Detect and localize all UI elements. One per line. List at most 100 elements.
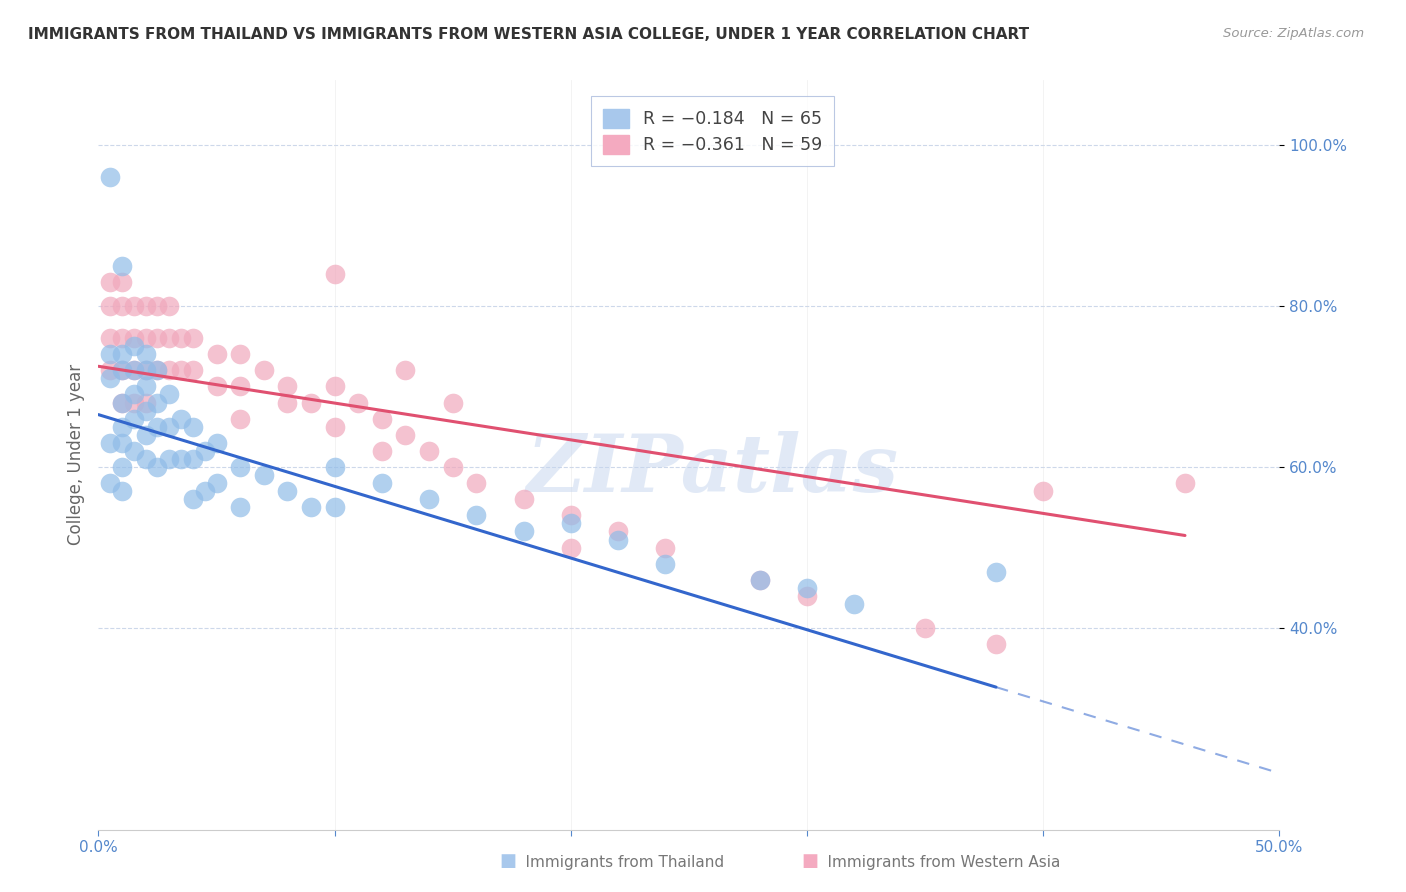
Point bbox=[654, 557, 676, 571]
Point bbox=[229, 411, 252, 425]
Point bbox=[299, 500, 322, 515]
Point bbox=[229, 347, 252, 361]
Point bbox=[122, 443, 145, 458]
Point bbox=[371, 476, 394, 491]
Point bbox=[229, 379, 252, 393]
Point bbox=[170, 452, 193, 467]
Point bbox=[111, 331, 134, 345]
Point bbox=[323, 379, 346, 393]
Point bbox=[276, 484, 298, 499]
Point bbox=[135, 395, 157, 409]
Point bbox=[98, 299, 121, 313]
Point bbox=[111, 363, 134, 377]
Point bbox=[984, 565, 1007, 579]
Point bbox=[276, 379, 298, 393]
Point bbox=[111, 347, 134, 361]
Point bbox=[441, 395, 464, 409]
Point bbox=[98, 347, 121, 361]
Point bbox=[111, 299, 134, 313]
Point bbox=[135, 379, 157, 393]
Point bbox=[157, 452, 180, 467]
Point bbox=[371, 411, 394, 425]
Point bbox=[135, 363, 157, 377]
Point bbox=[122, 331, 145, 345]
Point bbox=[181, 363, 204, 377]
Point bbox=[418, 443, 440, 458]
Point bbox=[323, 267, 346, 281]
Point bbox=[394, 427, 416, 442]
Point bbox=[253, 468, 276, 483]
Point bbox=[181, 419, 204, 434]
Point bbox=[205, 435, 228, 450]
Point bbox=[607, 533, 630, 547]
Point bbox=[157, 419, 180, 434]
Point bbox=[111, 363, 134, 377]
Point bbox=[170, 411, 193, 425]
Point bbox=[111, 419, 134, 434]
Point bbox=[347, 395, 370, 409]
Point bbox=[98, 331, 121, 345]
Point bbox=[560, 508, 582, 523]
Point bbox=[323, 460, 346, 475]
Text: Source: ZipAtlas.com: Source: ZipAtlas.com bbox=[1223, 27, 1364, 40]
Point bbox=[98, 371, 121, 385]
Point bbox=[146, 299, 169, 313]
Point bbox=[323, 419, 346, 434]
Point bbox=[122, 411, 145, 425]
Point bbox=[111, 275, 134, 289]
Point bbox=[205, 347, 228, 361]
Point bbox=[1174, 476, 1197, 491]
Point bbox=[1032, 484, 1054, 499]
Point bbox=[181, 452, 204, 467]
Legend: R = −0.184   N = 65, R = −0.361   N = 59: R = −0.184 N = 65, R = −0.361 N = 59 bbox=[591, 96, 834, 166]
Y-axis label: College, Under 1 year: College, Under 1 year bbox=[66, 364, 84, 546]
Point bbox=[146, 363, 169, 377]
Point bbox=[157, 299, 180, 313]
Point bbox=[607, 524, 630, 539]
Point bbox=[98, 476, 121, 491]
Point bbox=[135, 427, 157, 442]
Point bbox=[229, 500, 252, 515]
Point bbox=[135, 347, 157, 361]
Point bbox=[465, 476, 488, 491]
Point bbox=[122, 339, 145, 353]
Point bbox=[205, 379, 228, 393]
Point bbox=[512, 524, 534, 539]
Point bbox=[111, 395, 134, 409]
Point bbox=[253, 363, 276, 377]
Point bbox=[98, 169, 121, 184]
Point bbox=[111, 435, 134, 450]
Point bbox=[394, 363, 416, 377]
Point bbox=[135, 403, 157, 417]
Point bbox=[205, 476, 228, 491]
Point bbox=[748, 573, 770, 587]
Point bbox=[146, 460, 169, 475]
Text: Immigrants from Thailand: Immigrants from Thailand bbox=[506, 855, 724, 870]
Point bbox=[560, 541, 582, 555]
Point bbox=[98, 363, 121, 377]
Text: Immigrants from Western Asia: Immigrants from Western Asia bbox=[808, 855, 1060, 870]
Point bbox=[465, 508, 488, 523]
Point bbox=[914, 621, 936, 635]
Point bbox=[323, 500, 346, 515]
Point bbox=[371, 443, 394, 458]
Point bbox=[796, 581, 818, 595]
Point bbox=[146, 331, 169, 345]
Point bbox=[146, 363, 169, 377]
Point bbox=[122, 387, 145, 401]
Point bbox=[157, 387, 180, 401]
Point bbox=[748, 573, 770, 587]
Point bbox=[299, 395, 322, 409]
Point bbox=[111, 395, 134, 409]
Point bbox=[181, 331, 204, 345]
Point bbox=[111, 460, 134, 475]
Point bbox=[122, 299, 145, 313]
Point bbox=[984, 637, 1007, 651]
Point bbox=[512, 492, 534, 507]
Text: ZIPatlas: ZIPatlas bbox=[526, 431, 898, 508]
Point bbox=[157, 363, 180, 377]
Point bbox=[135, 299, 157, 313]
Text: ■: ■ bbox=[801, 852, 818, 870]
Point bbox=[229, 460, 252, 475]
Point bbox=[135, 452, 157, 467]
